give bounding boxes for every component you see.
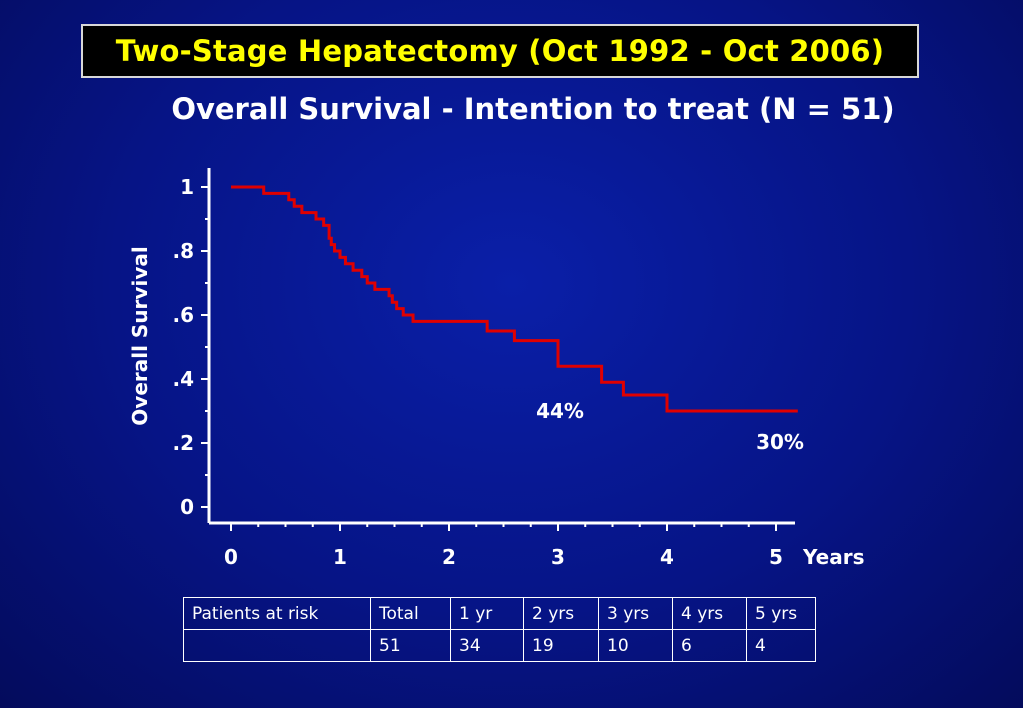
y-tick-label: .6	[172, 303, 194, 327]
table-cell: 10	[598, 629, 673, 662]
patients-at-risk-table: Patients at risk Total 1 yr 2 yrs 3 yrs …	[183, 597, 816, 662]
table-cell: 34	[450, 629, 524, 662]
chart-subtitle: Overall Survival - Intention to treat (N…	[171, 92, 895, 126]
table-header-row: Patients at risk Total 1 yr 2 yrs 3 yrs …	[183, 597, 816, 630]
table-cell: 19	[523, 629, 599, 662]
x-tick-label: 4	[660, 545, 674, 569]
slide-title: Two-Stage Hepatectomy (Oct 1992 - Oct 20…	[115, 34, 885, 68]
table-header-cell: 3 yrs	[598, 597, 673, 630]
x-tick-label: 1	[333, 545, 347, 569]
y-tick-label: 0	[180, 495, 194, 519]
annotation-44-percent: 44%	[536, 399, 584, 423]
table-header-cell: 4 yrs	[672, 597, 747, 630]
table-header-cell: Patients at risk	[183, 597, 371, 630]
y-tick-label: 1	[180, 175, 194, 199]
table-header-cell: 1 yr	[450, 597, 524, 630]
table-cell	[183, 629, 371, 662]
table-row: 51 34 19 10 6 4	[183, 629, 816, 662]
x-tick-label: 3	[551, 545, 565, 569]
y-tick-label: .2	[172, 431, 194, 455]
table-header-cell: 5 yrs	[746, 597, 816, 630]
y-tick-label: .4	[172, 367, 194, 391]
table-cell: 4	[746, 629, 816, 662]
title-box: Two-Stage Hepatectomy (Oct 1992 - Oct 20…	[81, 24, 919, 78]
annotation-30-percent: 30%	[756, 430, 804, 454]
x-tick-label: 0	[224, 545, 238, 569]
table-cell: 51	[370, 629, 451, 662]
table-header-cell: Total	[370, 597, 451, 630]
table-header-cell: 2 yrs	[523, 597, 599, 630]
x-tick-label: 5	[769, 545, 783, 569]
survival-curve	[231, 185, 798, 413]
x-axis-label: Years	[802, 545, 864, 569]
x-tick-label: 2	[442, 545, 456, 569]
y-axis-label: Overall Survival	[128, 246, 152, 425]
y-tick-label: .8	[172, 239, 194, 263]
table-cell: 6	[672, 629, 747, 662]
